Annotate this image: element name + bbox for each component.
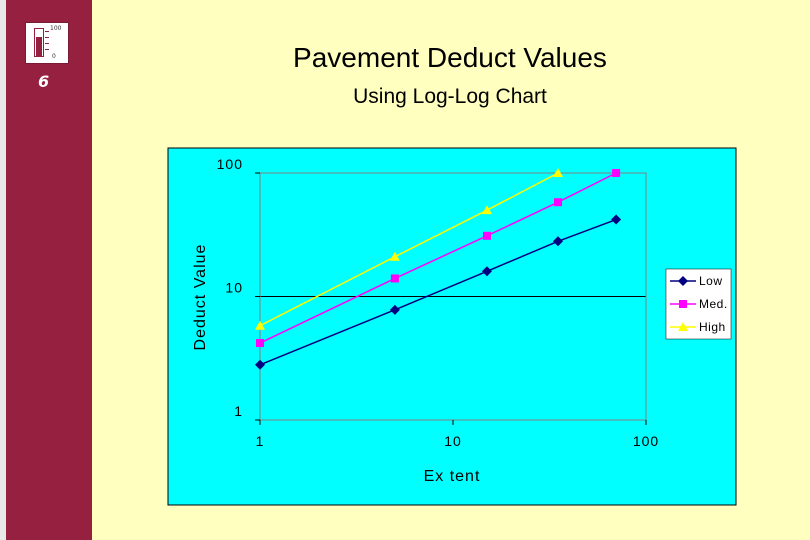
- data-point-high-3: [553, 168, 564, 177]
- data-point-high-2: [481, 205, 492, 215]
- x-tick-label-0: 1: [256, 433, 265, 449]
- legend-marker-low: [678, 276, 688, 286]
- legend-label-med: Med.: [699, 297, 728, 311]
- legend-marker-med: [679, 300, 687, 308]
- logo-gauge-icon: [34, 28, 44, 57]
- logo-gauge-fill: [36, 37, 42, 56]
- logo-top-label: 100: [50, 25, 62, 32]
- data-point-low-3: [553, 236, 564, 247]
- data-point-high-0: [255, 320, 265, 330]
- data-point-low-2: [481, 266, 492, 277]
- sidebar-edge: [0, 0, 6, 540]
- y-axis-title: Deduct Value: [192, 244, 209, 351]
- chart-title: Pavement Deduct Values: [293, 42, 607, 73]
- data-point-med-0: [256, 339, 264, 348]
- logo: 100 0: [25, 22, 69, 64]
- y-tick-label-1: 10: [225, 280, 243, 296]
- legend-label-low: Low: [699, 274, 723, 288]
- legend-marker-high: [678, 322, 688, 331]
- sidebar: [0, 0, 92, 540]
- data-point-high-1: [389, 251, 400, 261]
- chart-subtitle: Using Log-Log Chart: [353, 85, 547, 108]
- series-line-high: [259, 172, 559, 327]
- data-point-med-1: [390, 274, 399, 283]
- y-tick-label-0: 1: [234, 403, 243, 419]
- y-tick-label-2: 100: [217, 156, 243, 172]
- data-point-low-1: [389, 304, 400, 315]
- data-point-med-4: [612, 169, 621, 177]
- page-number: 6: [38, 72, 50, 91]
- data-point-med-3: [554, 198, 563, 207]
- x-tick-label-2: 100: [633, 433, 659, 449]
- tick-labels: 1 10 100 1 10 100: [217, 156, 659, 449]
- data-point-low-4: [611, 214, 622, 225]
- data-point-low-0: [255, 359, 265, 370]
- series-group: [255, 168, 622, 370]
- x-tick-label-1: 10: [444, 433, 462, 449]
- legend-items: Low Med. High: [670, 274, 728, 334]
- data-point-med-2: [482, 231, 491, 240]
- x-axis-title: Ex tent: [424, 468, 481, 485]
- legend-label-high: High: [699, 320, 726, 334]
- chart-area: [167, 147, 737, 506]
- logo-bottom-label: 0: [52, 53, 56, 60]
